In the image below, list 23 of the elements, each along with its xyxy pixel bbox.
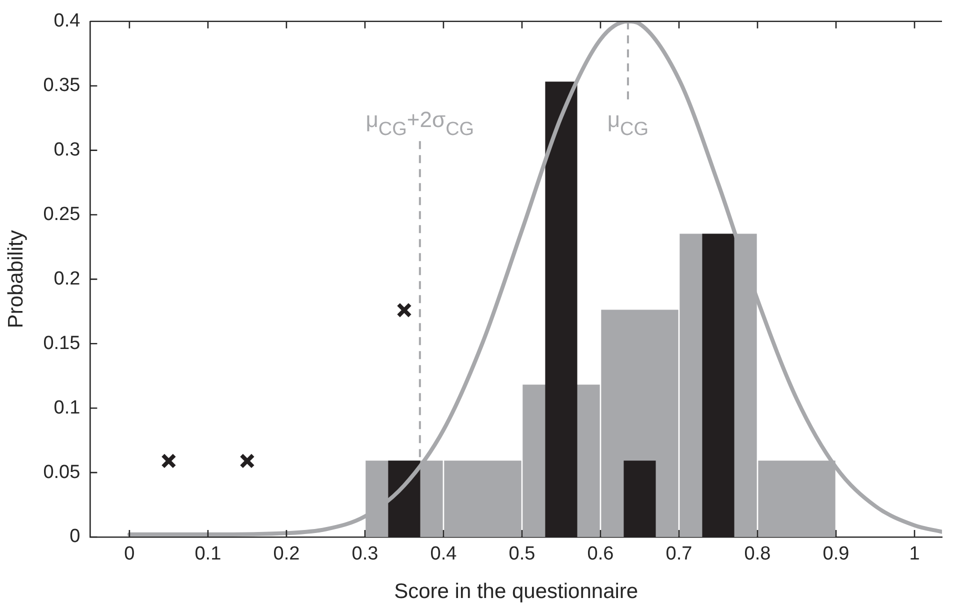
x-tick-label: 0.6	[587, 544, 614, 565]
x-tick-label: 0.5	[508, 544, 536, 565]
x-tick-label: 0	[124, 544, 135, 565]
y-tick-label: 0.3	[54, 140, 80, 161]
y-tick-label: 0.4	[54, 10, 81, 32]
y-tick-label: 0.15	[43, 332, 80, 354]
x-tick-label: 0.2	[273, 544, 300, 565]
y-tick-label: 0.25	[43, 204, 80, 225]
y-axis-title: Probability	[4, 230, 28, 328]
x-axis-title: Score in the questionnaire	[394, 580, 638, 604]
line-series	[127, 21, 942, 536]
y-tick-label: 0.1	[54, 397, 80, 418]
x-tick-label: 0.7	[666, 544, 692, 565]
y-tick-label: 0.2	[54, 268, 80, 290]
y-tick-label: 0.35	[43, 75, 80, 96]
x-tick-label: 0.8	[744, 544, 771, 565]
x-tick-label: 1	[909, 544, 920, 565]
y-tick-label: 0	[70, 526, 80, 548]
x-tick-label: 0.3	[352, 544, 378, 565]
x-tick-label: 0.9	[822, 544, 850, 565]
y-tick-label: 0.05	[43, 462, 80, 483]
x-tick-label: 0.1	[194, 544, 222, 565]
x-tick-label: 0.4	[430, 544, 458, 565]
